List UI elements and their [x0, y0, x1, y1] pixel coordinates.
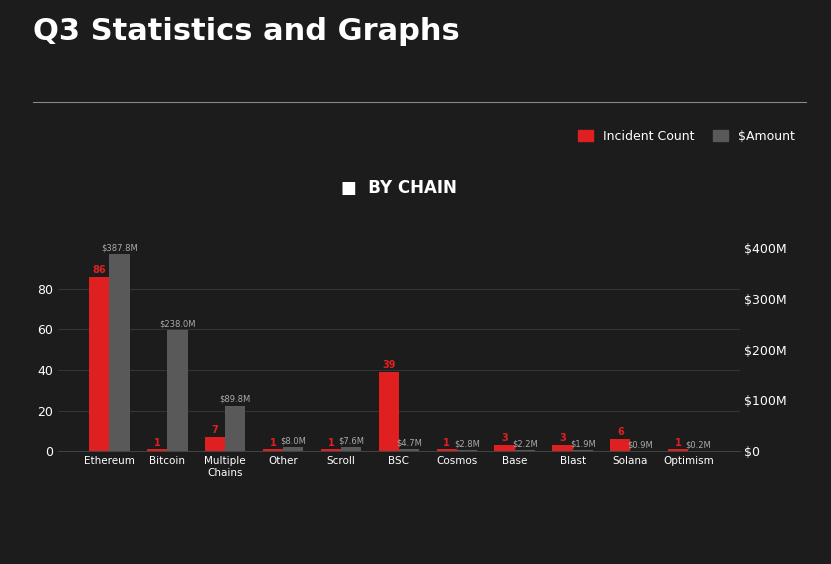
- Text: 1: 1: [443, 438, 450, 448]
- Text: $7.6M: $7.6M: [338, 437, 364, 446]
- Text: $238.0M: $238.0M: [160, 320, 195, 329]
- Text: $8.0M: $8.0M: [280, 437, 306, 446]
- Bar: [668, 449, 688, 451]
- Bar: [457, 450, 477, 451]
- Text: Q3 Statistics and Graphs: Q3 Statistics and Graphs: [33, 17, 460, 46]
- Text: 39: 39: [382, 360, 396, 371]
- Bar: [167, 331, 188, 451]
- Text: $2.8M: $2.8M: [454, 439, 479, 448]
- Text: 3: 3: [501, 434, 508, 443]
- Text: $4.7M: $4.7M: [396, 438, 422, 447]
- Bar: [436, 449, 457, 451]
- Bar: [494, 445, 514, 451]
- Text: 1: 1: [269, 438, 277, 448]
- Text: 1: 1: [327, 438, 334, 448]
- Bar: [283, 447, 303, 451]
- Text: ■  BY CHAIN: ■ BY CHAIN: [341, 179, 457, 197]
- Bar: [147, 449, 167, 451]
- Text: $89.8M: $89.8M: [219, 395, 251, 404]
- Bar: [341, 447, 361, 451]
- Bar: [573, 450, 593, 451]
- Text: 1: 1: [154, 438, 160, 448]
- Text: $387.8M: $387.8M: [101, 244, 138, 253]
- Bar: [205, 437, 225, 451]
- Bar: [553, 445, 573, 451]
- Text: 1: 1: [675, 438, 681, 448]
- Bar: [225, 406, 245, 451]
- Bar: [514, 450, 535, 451]
- Bar: [399, 449, 419, 451]
- Text: 6: 6: [617, 428, 624, 438]
- Legend: Incident Count, $Amount: Incident Count, $Amount: [573, 125, 799, 148]
- Bar: [379, 372, 399, 451]
- Text: 3: 3: [559, 434, 566, 443]
- Text: 86: 86: [92, 265, 106, 275]
- Bar: [89, 276, 110, 451]
- Text: $1.9M: $1.9M: [570, 439, 596, 448]
- Bar: [321, 449, 341, 451]
- Text: $0.9M: $0.9M: [627, 440, 653, 449]
- Bar: [110, 254, 130, 451]
- Text: 7: 7: [212, 425, 219, 435]
- Bar: [263, 449, 283, 451]
- Bar: [610, 439, 631, 451]
- Text: $0.2M: $0.2M: [686, 440, 711, 450]
- Text: $2.2M: $2.2M: [512, 439, 538, 448]
